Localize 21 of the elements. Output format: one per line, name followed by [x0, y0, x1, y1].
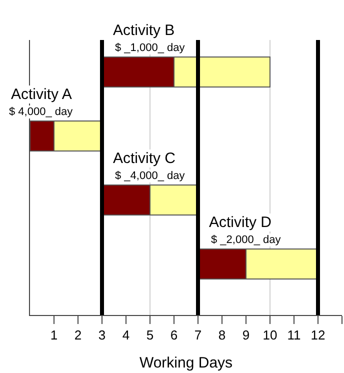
- y-tick-label: Activity C: [113, 150, 176, 167]
- x-tick-label: 6: [170, 328, 178, 343]
- x-tick-label: 12: [310, 328, 326, 343]
- y-tick-label: Activity A: [11, 86, 72, 103]
- x-tick-label: 10: [262, 328, 278, 343]
- x-tick-label: 3: [98, 328, 106, 343]
- annotation: $ 4,000_ day: [9, 106, 74, 118]
- x-tick-label: 4: [122, 328, 130, 343]
- x-tick-label: 11: [287, 328, 301, 343]
- annotation: $ _1,000_ day: [115, 42, 186, 54]
- x-tick-label: 8: [218, 328, 226, 343]
- x-tick-label: 2: [74, 328, 82, 343]
- x-tick-label: 9: [242, 328, 250, 343]
- y-tick-label: Activity B: [113, 22, 175, 39]
- x-tick-label: 1: [50, 328, 58, 343]
- annotation: $ _4,000_ day: [115, 170, 186, 182]
- y-tick-label: Activity D: [209, 214, 272, 231]
- x-tick-label: 7: [194, 328, 202, 343]
- x-axis-title: Working Days: [139, 354, 233, 372]
- x-tick-label: 5: [146, 328, 154, 343]
- annotation: $ _2,000_ day: [211, 234, 282, 246]
